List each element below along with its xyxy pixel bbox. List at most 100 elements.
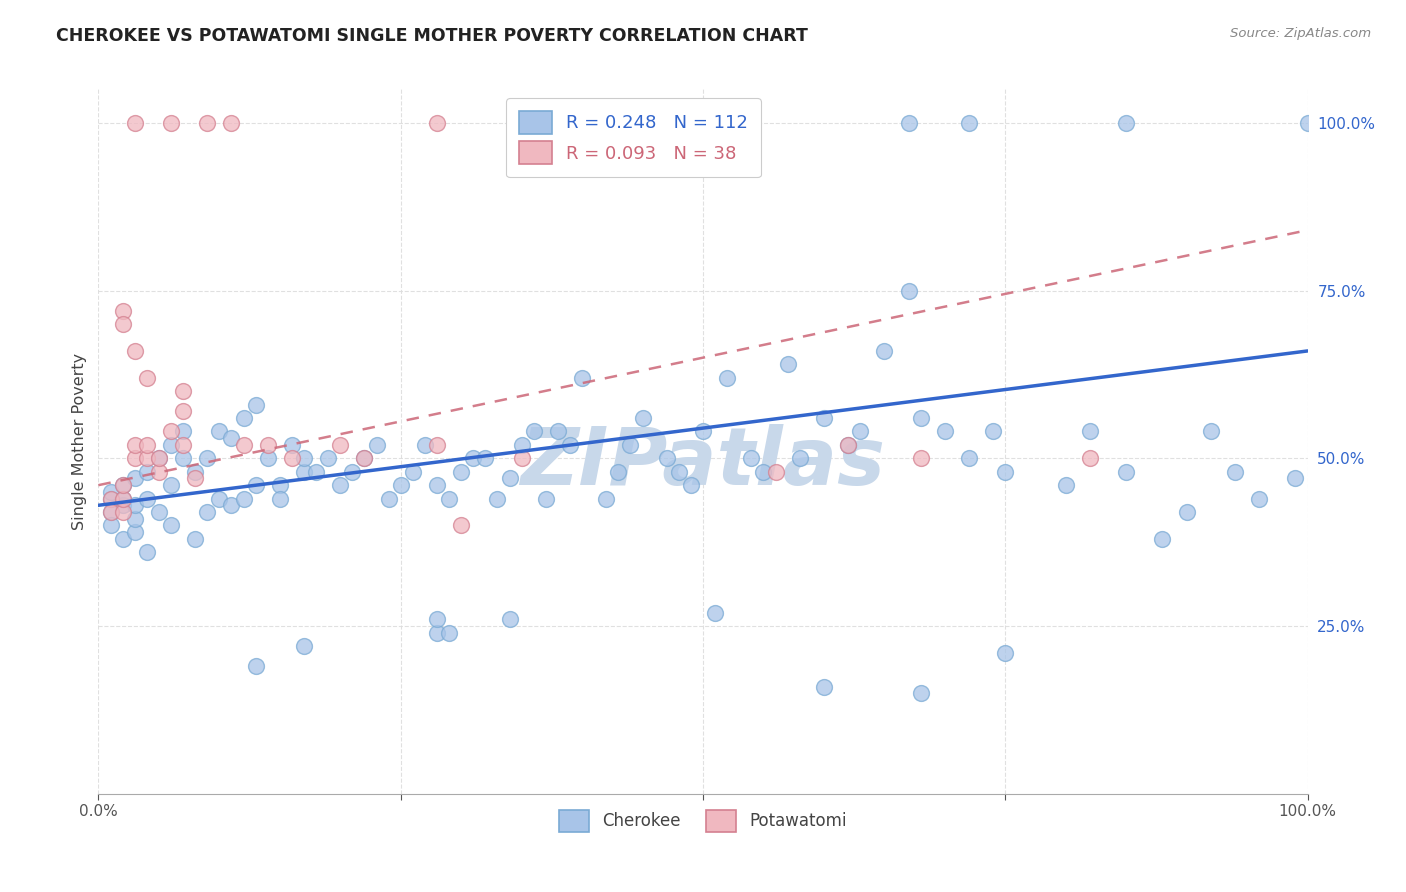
Point [172, 451, 194, 466]
Point [256, 451, 278, 466]
Point [245, 478, 267, 492]
Point [426, 612, 449, 626]
Point [450, 518, 472, 533]
Point [813, 411, 835, 425]
Point [498, 471, 520, 485]
Point [100, 484, 122, 499]
Point [135, 451, 157, 466]
Point [160, 116, 183, 130]
Point [124, 438, 146, 452]
Point [124, 116, 146, 130]
Point [1152, 532, 1174, 546]
Point [765, 465, 787, 479]
Point [366, 438, 388, 452]
Text: Source: ZipAtlas.com: Source: ZipAtlas.com [1230, 27, 1371, 40]
Point [100, 518, 122, 533]
Point [813, 680, 835, 694]
Legend: Cherokee, Potawatomi: Cherokee, Potawatomi [553, 804, 853, 838]
Point [269, 478, 291, 492]
Point [437, 491, 460, 506]
Point [111, 478, 134, 492]
Point [135, 465, 157, 479]
Point [148, 505, 170, 519]
Point [837, 438, 859, 452]
Point [679, 478, 702, 492]
Point [124, 451, 146, 466]
Point [873, 343, 896, 358]
Point [208, 425, 231, 439]
Point [111, 303, 134, 318]
Point [232, 491, 254, 506]
Point [281, 451, 304, 466]
Point [437, 625, 460, 640]
Point [111, 491, 134, 506]
Point [292, 451, 315, 466]
Point [957, 116, 980, 130]
Point [172, 438, 194, 452]
Point [426, 116, 449, 130]
Point [776, 357, 799, 371]
Point [1296, 116, 1319, 130]
Point [463, 451, 485, 466]
Y-axis label: Single Mother Poverty: Single Mother Poverty [72, 353, 87, 530]
Point [486, 491, 509, 506]
Point [329, 478, 352, 492]
Point [111, 491, 134, 506]
Point [1199, 425, 1222, 439]
Point [316, 451, 339, 466]
Point [450, 465, 472, 479]
Point [342, 465, 364, 479]
Point [221, 498, 243, 512]
Point [208, 491, 231, 506]
Point [353, 451, 375, 466]
Point [655, 451, 678, 466]
Point [752, 465, 775, 479]
Point [1115, 116, 1137, 130]
Text: ZIPatlas: ZIPatlas [520, 424, 886, 501]
Point [426, 478, 449, 492]
Point [195, 116, 218, 130]
Point [498, 612, 520, 626]
Point [523, 425, 546, 439]
Point [135, 491, 157, 506]
Point [305, 465, 328, 479]
Point [232, 411, 254, 425]
Point [100, 505, 122, 519]
Point [910, 686, 932, 700]
Point [100, 505, 122, 519]
Point [934, 425, 956, 439]
Point [195, 451, 218, 466]
Point [897, 284, 920, 298]
Point [510, 438, 533, 452]
Point [1175, 505, 1198, 519]
Point [172, 425, 194, 439]
Point [571, 371, 593, 385]
Point [111, 532, 134, 546]
Point [607, 465, 630, 479]
Point [1284, 471, 1306, 485]
Point [740, 451, 762, 466]
Point [160, 478, 183, 492]
Point [148, 465, 170, 479]
Point [184, 471, 207, 485]
Point [655, 116, 678, 130]
Point [221, 431, 243, 445]
Point [221, 116, 243, 130]
Point [426, 625, 449, 640]
Point [631, 411, 654, 425]
Point [1249, 491, 1271, 506]
Point [124, 498, 146, 512]
Point [172, 404, 194, 418]
Point [124, 525, 146, 540]
Point [413, 438, 436, 452]
Point [716, 371, 738, 385]
Point [124, 471, 146, 485]
Point [124, 343, 146, 358]
Point [534, 491, 557, 506]
Point [292, 465, 315, 479]
Point [148, 451, 170, 466]
Point [292, 639, 315, 653]
Point [1078, 451, 1101, 466]
Point [897, 116, 920, 130]
Point [426, 438, 449, 452]
